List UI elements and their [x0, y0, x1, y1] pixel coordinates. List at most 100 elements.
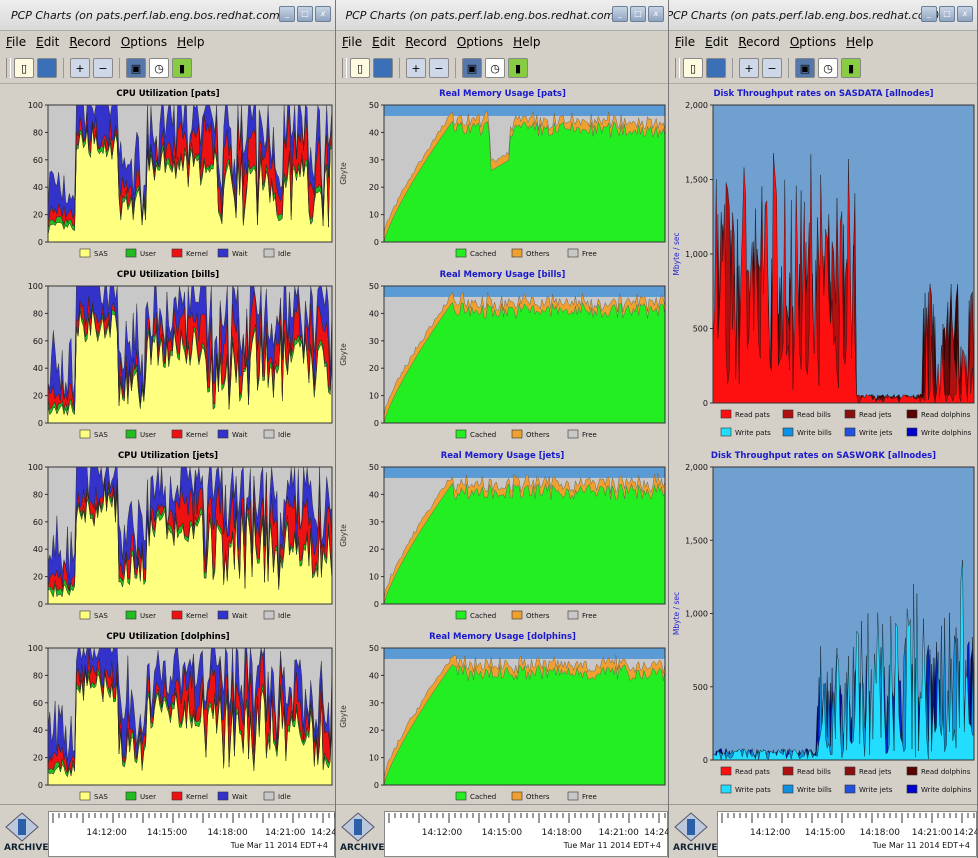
- legend-label: SAS: [94, 612, 108, 620]
- minimize-icon[interactable]: _: [612, 6, 628, 22]
- timer-icon[interactable]: ◷: [818, 58, 838, 78]
- menu-edit[interactable]: Edit: [372, 35, 396, 49]
- y-tick-label: 50: [369, 282, 379, 291]
- open-icon[interactable]: [706, 58, 726, 78]
- y-tick-label: 20: [369, 183, 379, 192]
- timeline-tick-label: 14:21:00: [598, 828, 639, 838]
- maximize-icon[interactable]: □: [939, 6, 955, 22]
- legend-swatch: [125, 429, 137, 439]
- timeline-tick-label: 14:12:00: [86, 828, 127, 838]
- chart-svg: CPU Utilization [bills] 0 20 40 60 80 100 SAS Us…: [28, 270, 333, 439]
- toolbar-grip[interactable]: [342, 58, 347, 78]
- open-icon[interactable]: [37, 58, 57, 78]
- zoom-in-icon[interactable]: +: [70, 58, 90, 78]
- new-chart-icon[interactable]: ▯: [14, 58, 34, 78]
- y-tick-label: 40: [369, 671, 379, 680]
- close-icon[interactable]: x: [957, 6, 973, 22]
- export-icon[interactable]: ▣: [462, 58, 482, 78]
- menu-help[interactable]: Help: [846, 35, 874, 49]
- y-tick-label: 10: [369, 211, 379, 220]
- timer-icon[interactable]: ◷: [485, 58, 505, 78]
- maximize-icon[interactable]: □: [630, 6, 646, 22]
- timeline[interactable]: 14:12:0014:15:0014:18:0014:21:0014:24:00…: [717, 811, 977, 857]
- new-chart-icon[interactable]: ▯: [350, 58, 370, 78]
- menu-record[interactable]: Record: [69, 35, 111, 49]
- y-tick-label: 40: [369, 490, 379, 499]
- timer-icon[interactable]: ◷: [149, 58, 169, 78]
- y-axis-label: Gbyte: [339, 705, 348, 728]
- archive-button[interactable]: ARCHIVE: [673, 811, 718, 857]
- zoom-in-icon[interactable]: +: [406, 58, 426, 78]
- chart-icon[interactable]: ▮: [841, 58, 861, 78]
- y-tick-label: 60: [33, 518, 43, 527]
- export-icon[interactable]: ▣: [795, 58, 815, 78]
- window-titlebar[interactable]: PCP Charts (on pats.perf.lab.eng.bos.red…: [669, 0, 977, 31]
- zoom-out-icon[interactable]: −: [762, 58, 782, 78]
- timeline-tick-label: 14:18:00: [541, 828, 582, 838]
- menu-options[interactable]: Options: [456, 35, 504, 49]
- zoom-out-icon[interactable]: −: [93, 58, 113, 78]
- y-tick-label: 40: [33, 545, 43, 554]
- legend-label: Free: [582, 612, 597, 620]
- chart-panel: Real Memory Usage [bills] 0 10 20 30 40 50 Gbyt…: [336, 266, 668, 447]
- legend-swatch: [511, 610, 523, 620]
- y-tick-label: 1,500: [685, 176, 708, 185]
- minimize-icon[interactable]: _: [921, 6, 937, 22]
- timeline-timestamp: Tue Mar 11 2014 EDT+4: [563, 841, 661, 850]
- chart-icon[interactable]: ▮: [172, 58, 192, 78]
- plot-frame: [47, 104, 333, 243]
- legend-swatch: [782, 784, 794, 794]
- legend-swatch: [171, 248, 183, 258]
- timeline[interactable]: 14:12:0014:15:0014:18:0014:21:0014:24:00…: [48, 811, 335, 857]
- legend-swatch: [720, 409, 732, 419]
- plot-frame: [712, 466, 975, 761]
- legend-label: User: [140, 250, 156, 258]
- legend-label: Wait: [232, 431, 248, 439]
- open-icon[interactable]: [373, 58, 393, 78]
- legend-swatch: [906, 409, 918, 419]
- y-tick-label: 80: [33, 309, 43, 318]
- legend-swatch: [263, 791, 275, 801]
- archive-button[interactable]: ARCHIVE: [4, 811, 49, 857]
- y-tick-label: 0: [703, 399, 708, 408]
- minimize-icon[interactable]: _: [279, 6, 295, 22]
- legend-label: Write bills: [797, 429, 832, 437]
- chart-svg: CPU Utilization [pats] 0 20 40 60 80 100 SAS Use…: [28, 89, 333, 258]
- chart-svg: Real Memory Usage [dolphins] 0 10 20 30 40 50 G…: [339, 632, 666, 801]
- menu-options[interactable]: Options: [120, 35, 168, 49]
- menu-record[interactable]: Record: [405, 35, 447, 49]
- menu-edit[interactable]: Edit: [705, 35, 729, 49]
- close-icon[interactable]: x: [648, 6, 664, 22]
- menu-options[interactable]: Options: [789, 35, 837, 49]
- export-icon[interactable]: ▣: [126, 58, 146, 78]
- menu-edit[interactable]: Edit: [36, 35, 60, 49]
- maximize-icon[interactable]: □: [297, 6, 313, 22]
- menu-file[interactable]: File: [675, 35, 696, 49]
- zoom-out-icon[interactable]: −: [429, 58, 449, 78]
- menu-file[interactable]: File: [6, 35, 27, 49]
- menu-help[interactable]: Help: [177, 35, 205, 49]
- archive-button[interactable]: ARCHIVE: [340, 811, 385, 857]
- menu-record[interactable]: Record: [738, 35, 780, 49]
- y-tick-label: 0: [374, 238, 379, 247]
- close-icon[interactable]: x: [315, 6, 331, 22]
- chart-icon[interactable]: ▮: [508, 58, 528, 78]
- menu-help[interactable]: Help: [513, 35, 541, 49]
- menu-bar: File Edit Record Options Help: [336, 31, 668, 53]
- legend-label: Write jets: [859, 429, 893, 437]
- legend-label: Cached: [470, 431, 496, 439]
- toolbar-grip[interactable]: [675, 58, 680, 78]
- legend-swatch: [217, 248, 229, 258]
- legend-label: Kernel: [186, 431, 208, 439]
- window-titlebar[interactable]: PCP Charts (on pats.perf.lab.eng.bos.red…: [336, 0, 668, 31]
- legend-swatch: [567, 248, 579, 258]
- new-chart-icon[interactable]: ▯: [683, 58, 703, 78]
- zoom-in-icon[interactable]: +: [739, 58, 759, 78]
- legend-swatch: [844, 766, 856, 776]
- window-titlebar[interactable]: PCP Charts (on pats.perf.lab.eng.bos.red…: [0, 0, 335, 31]
- menu-file[interactable]: File: [342, 35, 363, 49]
- toolbar-grip[interactable]: [6, 58, 11, 78]
- memory-limit-band: [384, 286, 665, 297]
- timeline[interactable]: 14:12:0014:15:0014:18:0014:21:0014:24:00…: [384, 811, 668, 857]
- legend-swatch: [79, 429, 91, 439]
